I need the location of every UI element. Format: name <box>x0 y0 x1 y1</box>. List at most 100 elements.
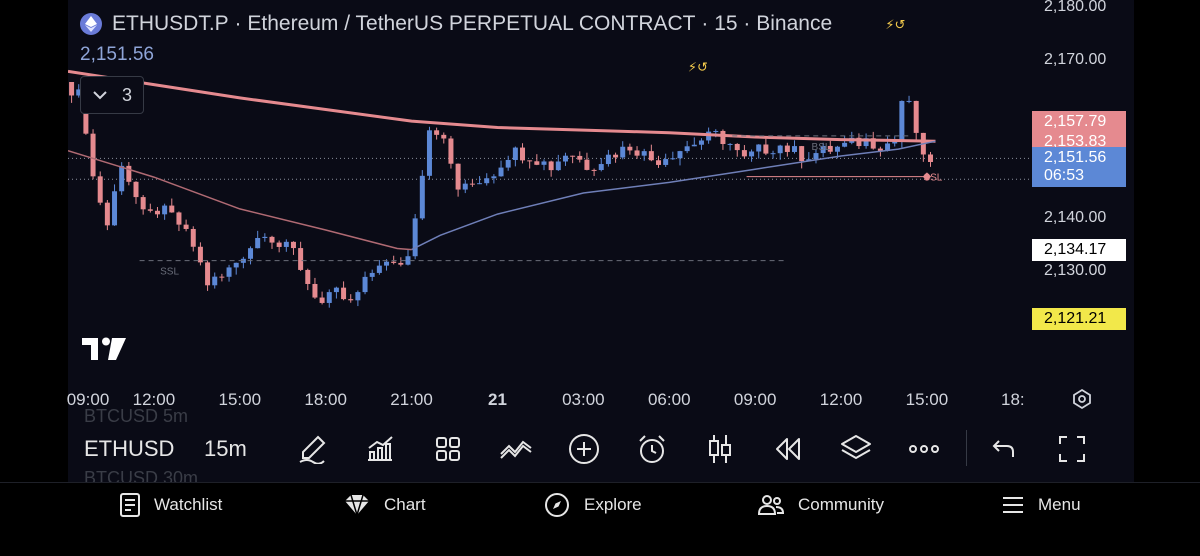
axis-settings-icon[interactable] <box>1071 388 1093 415</box>
candle-body <box>913 100 919 133</box>
indicators-icon[interactable] <box>362 431 398 467</box>
time-axis[interactable]: 09:00 12:00 15:00 18:00 21:00 21 03:00 06:00 09:… <box>67 382 1134 416</box>
nav-watchlist[interactable]: Watchlist <box>120 483 222 527</box>
candle-body <box>763 144 769 154</box>
price-label: 2,151.56 06:53 <box>1032 147 1126 188</box>
candles-icon[interactable] <box>702 431 738 467</box>
candle-body <box>183 224 189 229</box>
candle-body <box>577 155 583 160</box>
candle-body <box>512 147 518 160</box>
menu-icon <box>1003 497 1023 513</box>
nav-community[interactable]: Community <box>758 483 884 527</box>
candle-body <box>104 202 110 226</box>
countdown-label: 06:53 <box>1044 167 1085 185</box>
candle-body <box>598 164 604 171</box>
candle-body <box>892 140 898 144</box>
candle-body <box>856 137 862 147</box>
candle-body <box>663 159 669 165</box>
candle-body <box>749 151 755 157</box>
chart-area[interactable]: BSL SSL SSL ⚡↺ ⚡↺ <box>68 0 1030 382</box>
price-tick: 2,140.00 <box>1044 209 1107 227</box>
price-chart[interactable]: BSL SSL SSL ⚡↺ ⚡↺ <box>68 0 1030 382</box>
layers-icon[interactable] <box>838 431 874 467</box>
time-tick: 06:00 <box>647 390 691 409</box>
fullscreen-icon[interactable] <box>1054 431 1090 467</box>
price-tick: 2,130.00 <box>1044 262 1107 280</box>
candle-body <box>656 160 662 165</box>
candle-body <box>698 140 704 145</box>
price-tick: 2,180.00 <box>1044 0 1107 15</box>
alarm-icon[interactable] <box>634 431 670 467</box>
candle-body <box>477 183 483 185</box>
moving-average-ma_slow <box>68 69 936 143</box>
price-axis[interactable]: 2,180.00 2,170.00 2,140.00 2,130.00 2,157.79… <box>1030 0 1134 382</box>
compare-icon[interactable] <box>498 431 534 467</box>
nav-explore[interactable]: Explore <box>544 483 642 527</box>
candle-body <box>255 237 261 249</box>
more-icon[interactable] <box>906 431 942 467</box>
plus-icon[interactable] <box>566 431 602 467</box>
tradingview-logo <box>82 336 128 365</box>
candle-body <box>76 89 82 96</box>
grid-icon[interactable] <box>430 431 466 467</box>
brush-icon[interactable] <box>294 431 330 467</box>
candle-body <box>813 153 819 160</box>
chevron-down-icon <box>93 91 107 100</box>
time-tick: 21:00 <box>390 390 433 409</box>
candle-body <box>520 147 526 161</box>
indicator-count: 3 <box>121 84 132 105</box>
toolbar-divider <box>966 430 967 466</box>
level-label: SSL <box>923 173 942 184</box>
candle-body <box>870 138 876 149</box>
candle-body <box>133 181 139 198</box>
chart-toolbar: BTCUSD 5m BTCUSD 30m ETHUSD 15m <box>68 406 1134 488</box>
nav-menu[interactable]: Menu <box>1002 483 1081 527</box>
candle-body <box>369 272 375 277</box>
signal-marker: ⚡↺ <box>885 18 905 33</box>
candle-body <box>419 175 425 219</box>
candle-body <box>312 283 318 298</box>
watchlist-icon <box>120 493 140 517</box>
candle-body <box>233 262 239 268</box>
candle-body <box>491 176 497 179</box>
candle-body <box>885 143 891 151</box>
candle-body <box>197 246 203 263</box>
candle-body <box>613 154 619 158</box>
candle-body <box>97 176 103 203</box>
candle-body <box>834 146 840 152</box>
candle-body <box>355 292 361 301</box>
candle-body <box>426 130 432 176</box>
candle-body <box>641 151 647 156</box>
time-tick: 21 <box>487 390 507 409</box>
ghost-ticker-above: BTCUSD 5m <box>84 406 189 426</box>
interval-selector[interactable]: 15m <box>204 436 247 461</box>
candle-body <box>548 161 554 171</box>
candle-body <box>69 82 75 96</box>
candle-body <box>226 267 232 277</box>
replay-icon[interactable] <box>770 431 806 467</box>
candle-body <box>140 197 146 210</box>
chart-diamond-icon <box>345 494 369 516</box>
candle-body <box>570 155 576 157</box>
pair-name: Ethereum / TetherUS PERPETUAL CONTRACT <box>247 12 696 35</box>
candle-body <box>648 151 654 161</box>
candle-body <box>562 155 568 162</box>
undo-icon[interactable] <box>986 431 1022 467</box>
candle-body <box>112 191 118 226</box>
candle-body <box>906 100 912 102</box>
candle-body <box>391 261 397 263</box>
candle-body <box>756 144 762 152</box>
nav-chart[interactable]: Chart <box>344 483 426 527</box>
indicators-collapse-button[interactable]: 3 <box>80 76 144 114</box>
candle-body <box>555 161 561 171</box>
symbol-title[interactable]: ETHUSDT.P · Ethereum / TetherUS PERPETUA… <box>80 12 832 36</box>
candle-body <box>119 165 125 192</box>
candle-body <box>484 178 490 184</box>
candle-body <box>298 248 304 270</box>
candle-body <box>541 161 547 165</box>
candle-body <box>899 100 905 141</box>
ticker-selector[interactable]: ETHUSD <box>84 436 175 461</box>
candle-body <box>90 133 96 177</box>
candle-body <box>770 153 776 155</box>
price-label: 2,134.17 <box>1032 239 1126 262</box>
